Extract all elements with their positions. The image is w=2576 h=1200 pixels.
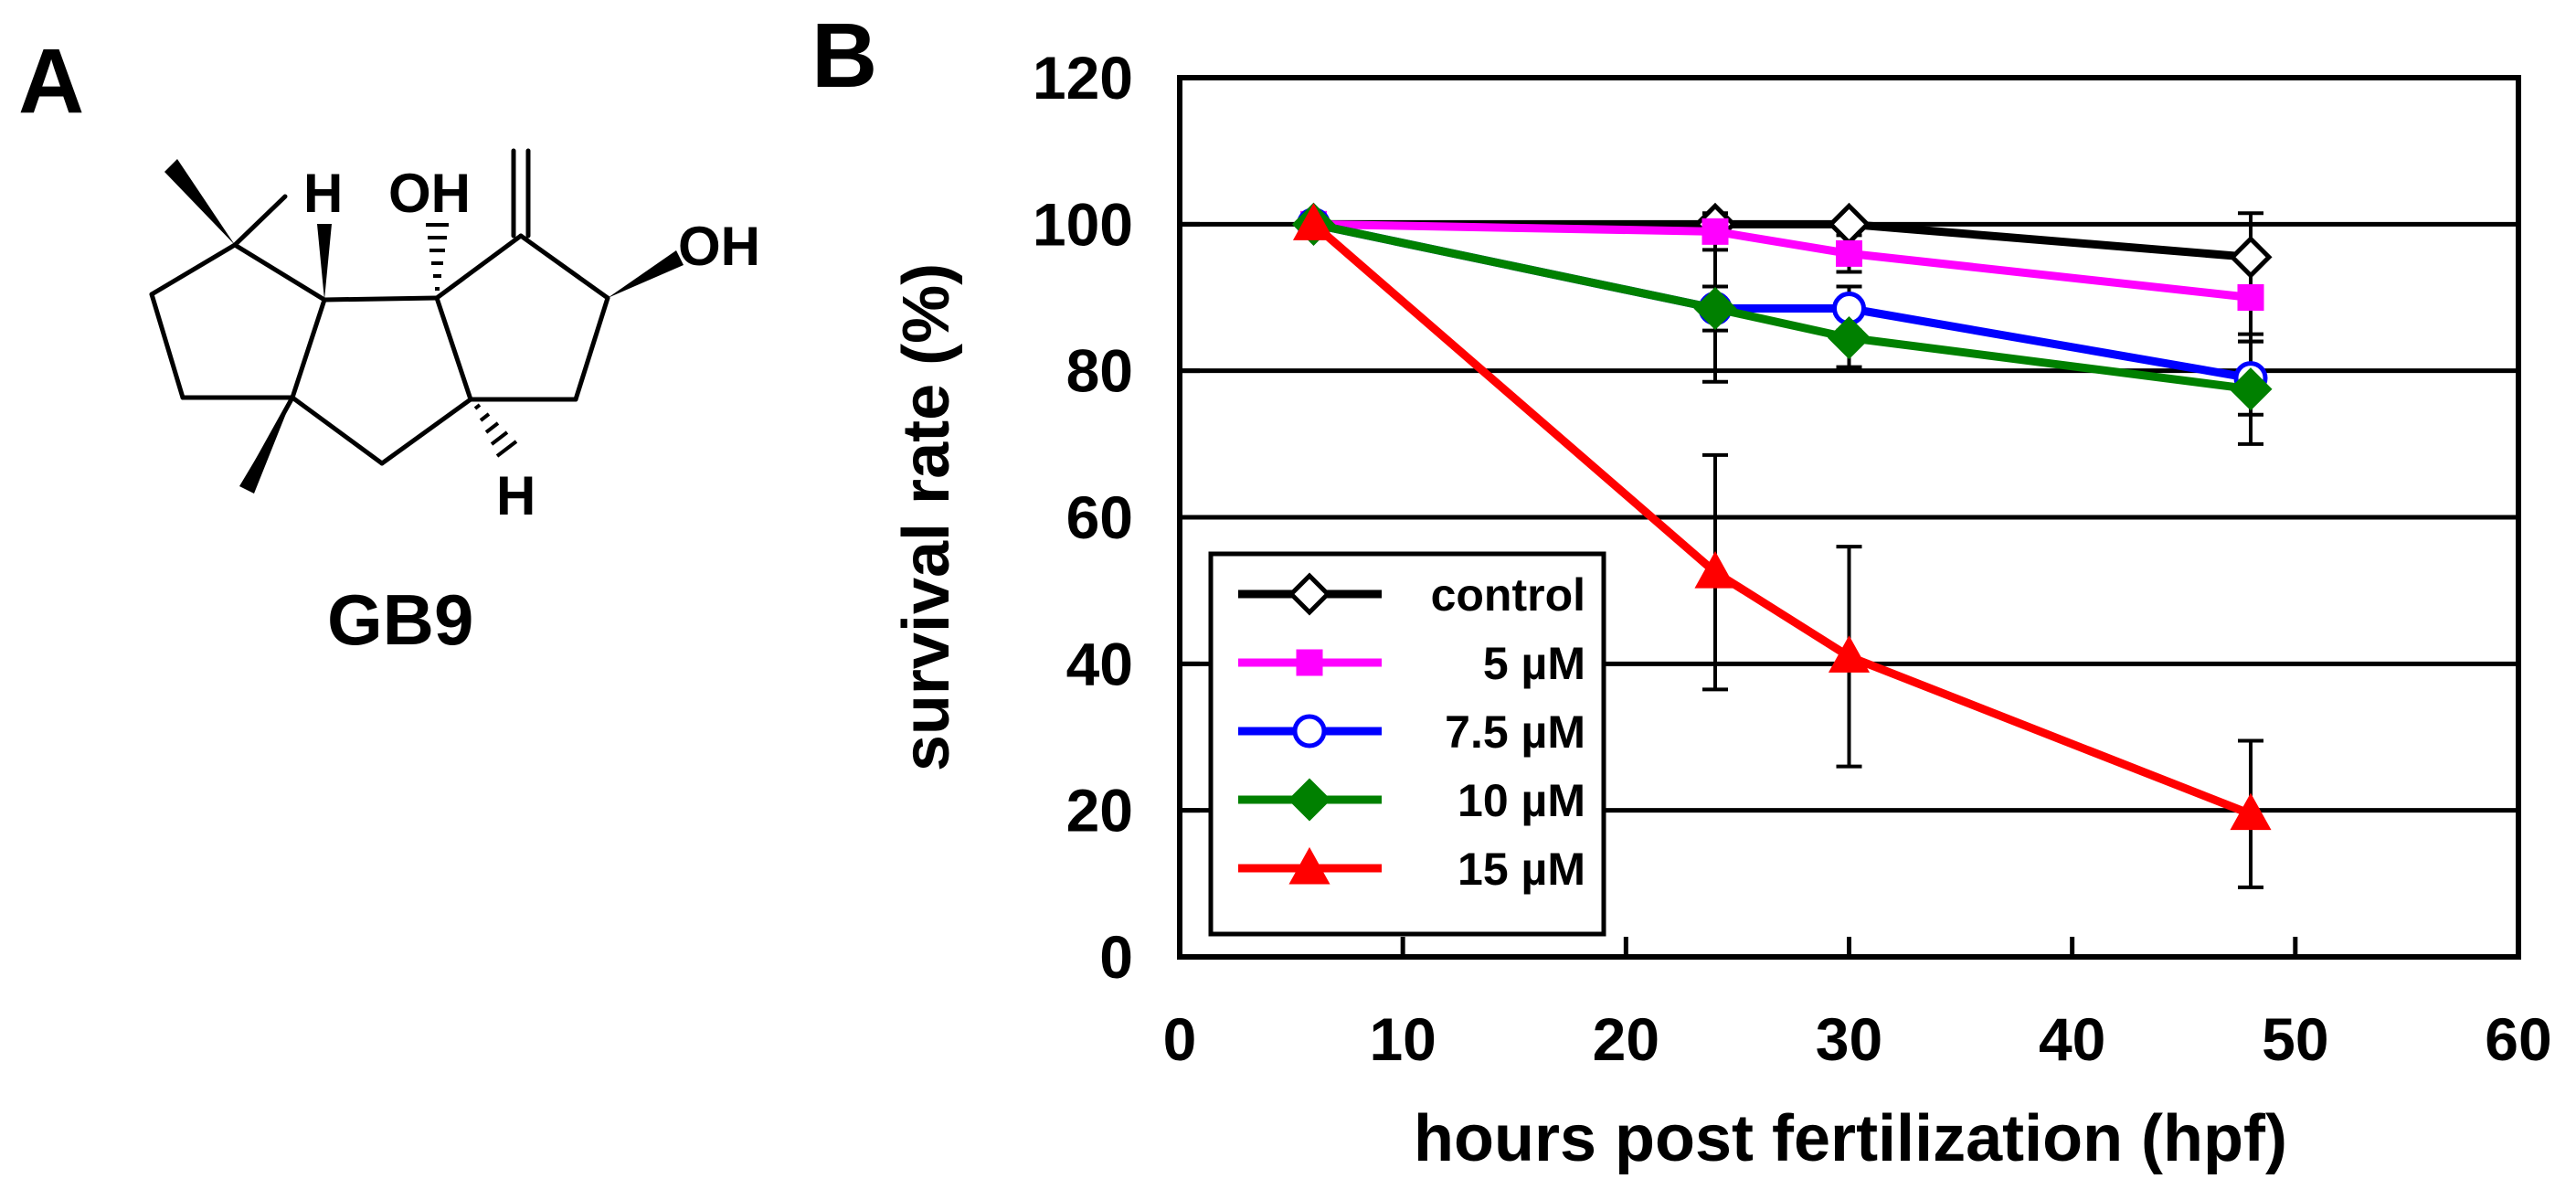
atom-label-h-bottom: H: [496, 465, 535, 526]
bond: [149, 292, 186, 400]
data-point: [2229, 367, 2273, 411]
data-point: [1288, 846, 1330, 885]
bond: [379, 397, 473, 466]
legend-entries: control 5 µM 7.5 µM 10 µM 15 µM: [1238, 569, 1585, 895]
data-point: [1693, 286, 1737, 331]
data-point: [1288, 778, 1331, 822]
series-2: [1297, 207, 2268, 396]
bond: [434, 295, 473, 402]
data-point: [2229, 235, 2273, 279]
x-tick-label: 30: [1816, 1005, 1882, 1073]
data-point: [1827, 316, 1871, 360]
atom-label-h-top: H: [303, 163, 343, 224]
data-point: [1292, 714, 1327, 749]
wedge-bond: [317, 224, 332, 300]
hash-bond: [473, 403, 518, 458]
wedge-bond: [608, 250, 684, 298]
atom-label-oh-top: OH: [388, 163, 471, 224]
bond: [434, 233, 524, 301]
legend-label: control: [1431, 569, 1585, 621]
data-point: [1701, 218, 1729, 245]
y-tick-label: 40: [1066, 630, 1133, 697]
data-point: [1828, 635, 1871, 673]
x-tick-label: 10: [1369, 1005, 1436, 1073]
bond: [290, 297, 327, 400]
y-tick-label: 120: [1033, 44, 1133, 112]
data-point: [2237, 284, 2264, 311]
y-tick-label: 100: [1033, 190, 1133, 258]
panel-b-label: B: [811, 5, 877, 107]
series-line: [1310, 220, 2253, 818]
x-axis-label: hours post fertilization (hpf): [1414, 1102, 2287, 1175]
bond: [149, 242, 238, 297]
tick-labels: 0 10 20 30 40 50 60 0 20 40 60 80 100 120: [1033, 44, 2552, 1073]
y-tick-label: 20: [1066, 777, 1133, 844]
legend-entry: 5 µM: [1238, 638, 1585, 689]
data-point: [2230, 792, 2272, 831]
series-layer: [1291, 202, 2273, 889]
data-point: [1694, 551, 1736, 589]
legend-label: 15 µM: [1458, 844, 1585, 895]
atom-label-oh-right: OH: [678, 216, 760, 277]
legend-label: 10 µM: [1458, 775, 1585, 826]
x-ticks: [1177, 937, 2521, 957]
y-tick-label: 0: [1099, 923, 1133, 991]
series-line: [1313, 219, 2252, 302]
data-point: [1292, 203, 1335, 240]
x-tick-label: 20: [1593, 1005, 1659, 1073]
series-line: [1312, 219, 2252, 394]
gb9-structure: [149, 148, 610, 483]
bond: [518, 233, 610, 301]
molecule-name: GB9: [327, 579, 473, 660]
y-tick-label: 60: [1066, 483, 1133, 551]
legend-entry: 10 µM: [1238, 775, 1585, 826]
legend-label: 7.5 µM: [1445, 706, 1585, 758]
data-point: [1296, 649, 1323, 676]
bond: [322, 295, 440, 303]
y-tick-label: 80: [1066, 337, 1133, 405]
x-tick-label: 60: [2485, 1005, 2551, 1073]
bond: [290, 395, 385, 466]
bond: [232, 242, 327, 303]
hash-bond: [426, 223, 449, 291]
y-ticks: [1180, 75, 1200, 960]
data-point: [1288, 572, 1331, 616]
bond: [573, 295, 610, 402]
series-3: [1291, 202, 2273, 411]
data-point: [1836, 239, 1862, 267]
bond: [232, 194, 288, 248]
chart: 0 10 20 30 40 50 60 0 20 40 60 80 100 120 hours post …: [890, 44, 2552, 1175]
series-4: [1292, 203, 2272, 831]
wedge-bond: [239, 398, 292, 494]
legend-entry: control: [1238, 569, 1585, 621]
x-tick-label: 50: [2262, 1005, 2328, 1073]
wedge-bond: [164, 159, 235, 245]
stereo-bonds: [164, 159, 684, 494]
x-tick-label: 0: [1163, 1005, 1197, 1073]
x-tick-label: 40: [2039, 1005, 2105, 1073]
legend-entry: 15 µM: [1238, 844, 1585, 895]
legend-entry: 7.5 µM: [1238, 706, 1585, 758]
panel-a-label: A: [18, 30, 84, 133]
legend: control 5 µM 7.5 µM 10 µM 15 µM: [1208, 551, 1606, 937]
legend-label: 5 µM: [1483, 638, 1585, 689]
y-axis-label: survival rate (%): [890, 263, 963, 771]
